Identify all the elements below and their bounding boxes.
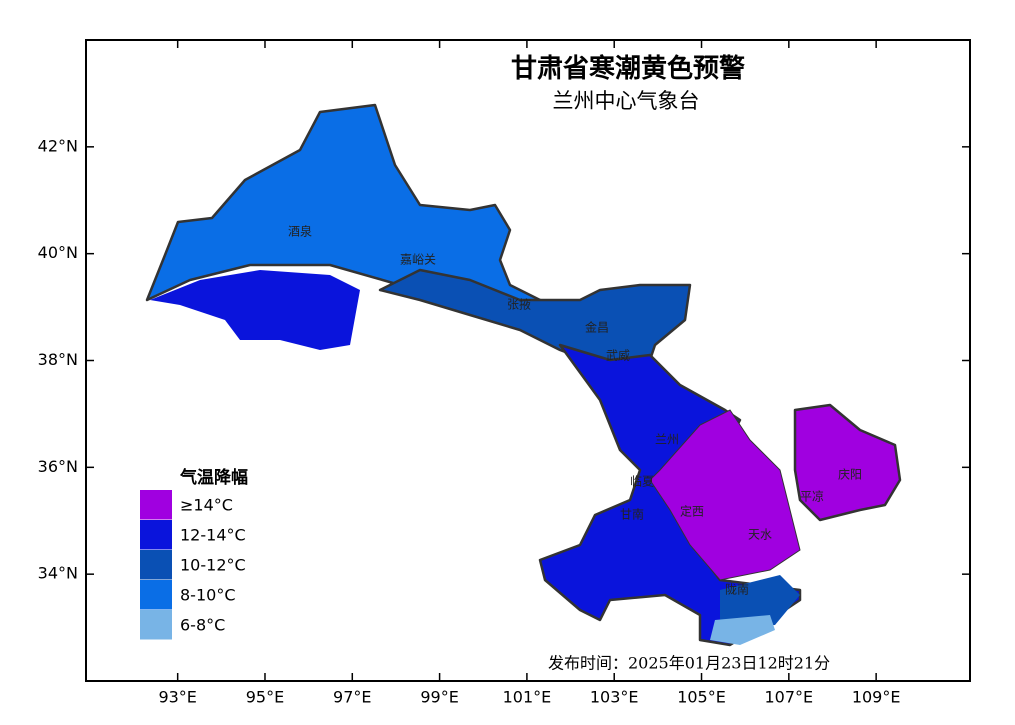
map-subtitle: 兰州中心气象台 [553, 89, 700, 113]
x-tick-label: 109°E [852, 688, 901, 707]
x-tick-label: 99°E [420, 688, 458, 707]
x-tick-label: 103°E [590, 688, 639, 707]
issue-time: 发布时间：2025年01月23日12时21分 [548, 654, 830, 673]
place-label: 兰州 [655, 433, 679, 447]
region [150, 270, 360, 350]
y-tick-label: 34°N [38, 564, 78, 583]
legend-swatch [140, 610, 172, 640]
map-title: 甘肃省寒潮黄色预警 [511, 53, 745, 84]
region [378, 268, 692, 367]
y-tick-label: 40°N [38, 243, 78, 262]
legend-label: 8-10°C [180, 586, 235, 605]
legend-swatch [140, 490, 172, 520]
y-tick-label: 42°N [38, 136, 78, 155]
y-tick-label: 36°N [38, 457, 78, 476]
place-label: 甘南 [620, 507, 644, 522]
region [649, 409, 801, 581]
place-labels: 酒泉 嘉峪关 张掖 金昌 武威 兰州 临夏 甘南 定西 天水 陇南 庆阳 平凉 [288, 225, 862, 597]
legend-label: ≥14°C [180, 496, 233, 515]
place-label: 庆阳 [838, 468, 862, 482]
place-label: 临夏 [630, 475, 654, 489]
frame [85, 39, 971, 682]
place-label: 平凉 [800, 489, 824, 504]
legend-label: 6-8°C [180, 616, 225, 635]
place-label: 嘉峪关 [400, 253, 436, 267]
x-tick-label: 95°E [246, 688, 284, 707]
place-label: 陇南 [725, 582, 749, 597]
regions [145, 103, 902, 647]
place-label: 定西 [680, 504, 704, 519]
x-tick-label: 93°E [158, 688, 196, 707]
legend-label: 12-14°C [180, 526, 246, 545]
place-label: 张掖 [507, 298, 531, 312]
place-label: 金昌 [585, 320, 609, 335]
legend-swatch [140, 550, 172, 580]
y-tick-label: 38°N [38, 350, 78, 369]
legend: ≥14°C 12-14°C 10-12°C 8-10°C 6-8°C [140, 490, 246, 641]
region [710, 615, 775, 645]
legend-title: 气温降幅 [179, 467, 248, 488]
region [793, 403, 902, 522]
place-label: 酒泉 [288, 225, 312, 239]
x-tick-label: 105°E [677, 688, 726, 707]
legend-swatch [140, 520, 172, 550]
x-tick-label: 107°E [765, 688, 814, 707]
place-label: 天水 [748, 528, 772, 542]
region [720, 575, 800, 630]
x-tick-label: 97°E [333, 688, 371, 707]
legend-label: 10-12°C [180, 556, 246, 575]
x-tick-label: 101°E [503, 688, 552, 707]
legend-swatch [140, 580, 172, 610]
place-label: 武威 [606, 349, 630, 363]
